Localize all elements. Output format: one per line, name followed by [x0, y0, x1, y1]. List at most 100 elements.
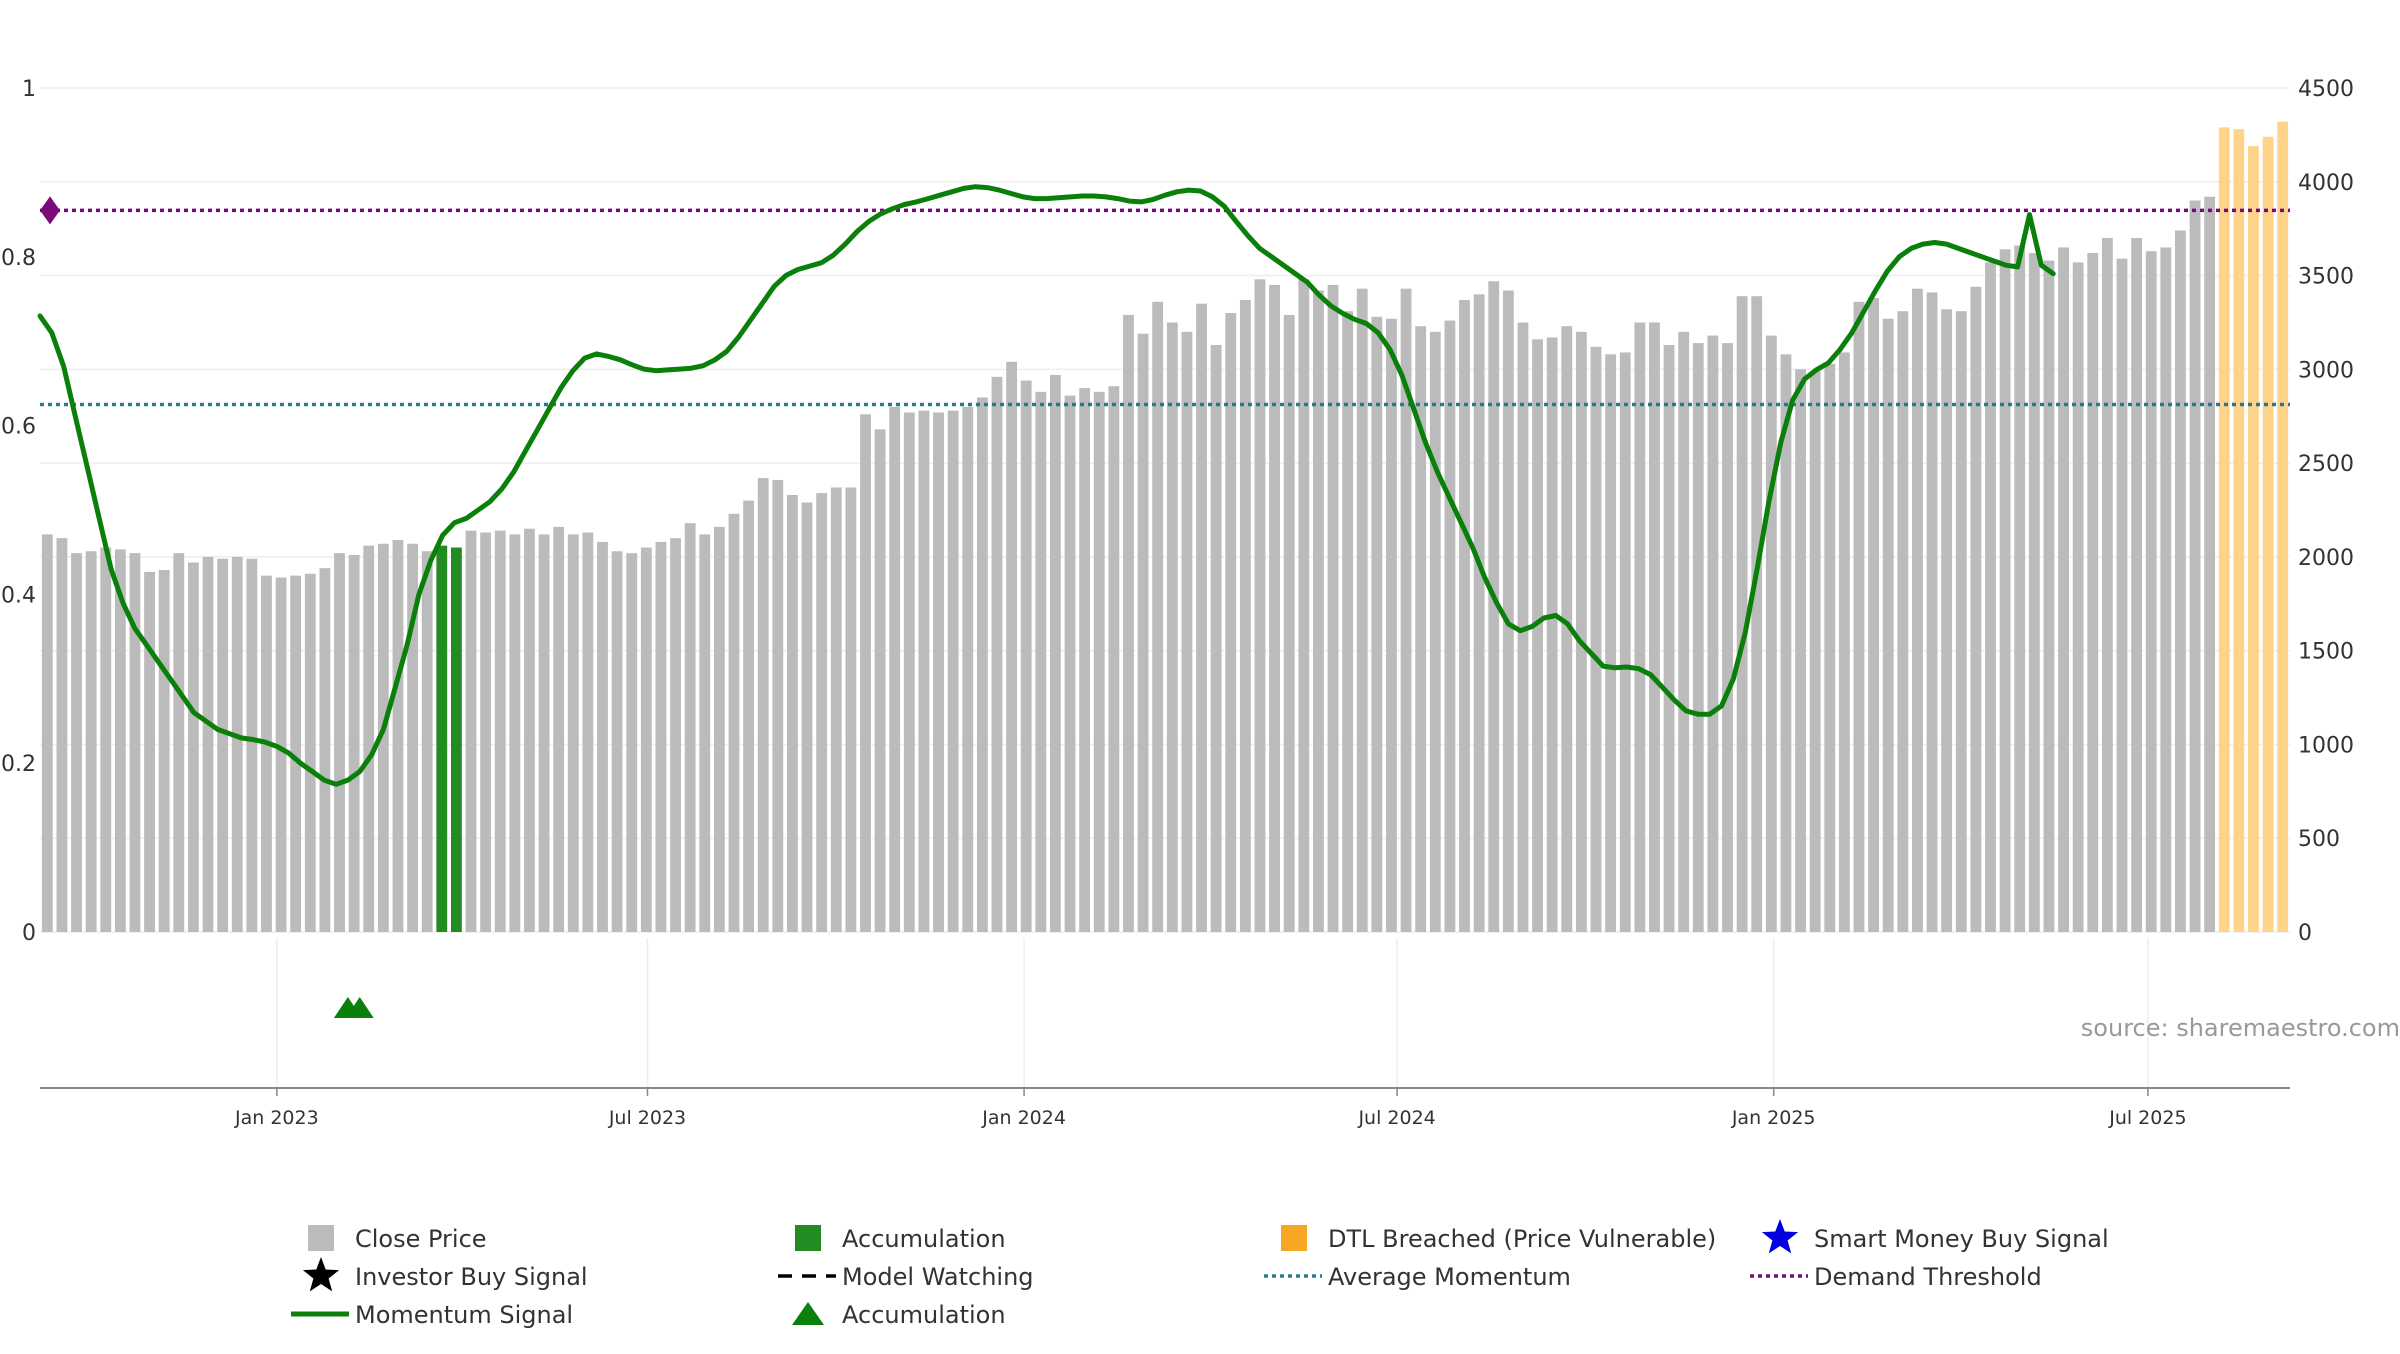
- price-bar: [845, 487, 857, 932]
- price-bar: [1532, 339, 1543, 932]
- price-bar: [71, 553, 82, 932]
- price-bar: [290, 575, 302, 932]
- y-right-tick-label: 3500: [2298, 265, 2354, 290]
- price-bar: [611, 551, 623, 932]
- price-bar: [538, 534, 550, 932]
- x-tick-label: Jul 2024: [1357, 1107, 1435, 1129]
- legend-label: Average Momentum: [1328, 1263, 1571, 1291]
- price-bar: [582, 532, 594, 932]
- price-bar: [1269, 284, 1280, 932]
- dtl-breached-bar: [2277, 121, 2289, 932]
- price-bar: [728, 513, 740, 932]
- x-tick-label: Jan 2023: [234, 1107, 319, 1129]
- price-bar: [158, 570, 170, 932]
- price-bar: [1400, 288, 1412, 932]
- price-bar: [1327, 284, 1339, 932]
- demand-threshold-marker: [40, 196, 60, 225]
- legend-item-momentum_signal: Momentum Signal: [291, 1301, 573, 1329]
- price-bar: [1970, 286, 1982, 932]
- price-bar: [874, 429, 886, 932]
- price-bar: [860, 414, 871, 932]
- price-bar: [2087, 253, 2099, 932]
- price-bar: [173, 553, 185, 932]
- price-bar: [261, 575, 272, 932]
- legend-label: Demand Threshold: [1814, 1263, 2042, 1291]
- price-bar: [1298, 279, 1310, 933]
- price-bar: [1780, 354, 1792, 933]
- price-bar: [816, 493, 828, 932]
- price-bar: [1006, 361, 1017, 932]
- price-bar: [100, 547, 112, 932]
- price-bar: [202, 556, 214, 932]
- price-bar: [1079, 388, 1091, 933]
- x-tick-label: Jul 2023: [608, 1107, 686, 1129]
- y-right-tick-label: 1500: [2298, 640, 2354, 665]
- price-bar: [188, 562, 199, 932]
- price-bar: [231, 556, 243, 932]
- y-left-tick-label: 0.8: [1, 246, 36, 271]
- price-bar: [1035, 391, 1047, 933]
- price-bar: [1619, 352, 1631, 932]
- legend-label: Accumulation: [842, 1301, 1006, 1329]
- price-bar: [801, 502, 813, 932]
- y-left-tick-label: 0.4: [1, 583, 36, 608]
- y-left-tick-label: 0.6: [1, 415, 36, 440]
- price-bar: [567, 534, 579, 932]
- price-bar: [1123, 314, 1134, 932]
- price-bar: [1371, 316, 1383, 933]
- x-tick-label: Jan 2025: [1731, 1107, 1816, 1129]
- price-bar: [2160, 247, 2172, 932]
- reference-lines: [40, 208, 2290, 407]
- price-bar: [1239, 299, 1251, 933]
- price-bar: [1152, 301, 1164, 932]
- price-bar: [1663, 344, 1675, 932]
- legend-item-model_watching: Model Watching: [778, 1263, 1034, 1291]
- dtl-breached-bar: [2218, 127, 2230, 933]
- price-bar: [275, 577, 287, 932]
- price-bar: [1561, 326, 1573, 932]
- price-bar: [903, 412, 915, 933]
- price-bar: [304, 573, 316, 932]
- price-bar: [597, 541, 608, 932]
- legend-item-accumulation_bar: Accumulation: [795, 1225, 1006, 1253]
- price-bar: [1707, 335, 1719, 932]
- price-bar: [1795, 369, 1806, 932]
- price-bar: [757, 478, 769, 932]
- y-right-tick-label: 1000: [2298, 733, 2354, 758]
- momentum-series: [37, 184, 2056, 787]
- accumulation-bar: [436, 545, 448, 932]
- price-bar: [1196, 303, 1207, 932]
- x-tick-label: Jan 2024: [981, 1107, 1066, 1129]
- legend-label: Investor Buy Signal: [355, 1263, 588, 1291]
- price-bar: [2131, 238, 2142, 933]
- price-bar: [991, 376, 1003, 932]
- price-bar: [480, 532, 492, 932]
- x-tick-label: Jul 2025: [2108, 1107, 2186, 1129]
- price-bar: [1605, 354, 1617, 933]
- legend-star-icon: [302, 1257, 340, 1292]
- accumulation-marker: [345, 997, 374, 1018]
- legend-item-average_momentum: Average Momentum: [1264, 1263, 1571, 1291]
- price-bar: [2014, 245, 2026, 933]
- legend-item-dtl_breached: DTL Breached (Price Vulnerable): [1281, 1225, 1716, 1253]
- price-bar: [1838, 352, 1850, 932]
- source-label: source: sharemaestro.com: [2081, 1014, 2400, 1042]
- legend-square-icon: [308, 1225, 334, 1251]
- price-bar: [1459, 299, 1470, 933]
- price-bar: [1941, 309, 1953, 932]
- price-bar: [699, 534, 711, 932]
- y-left-tick-label: 1: [22, 77, 36, 102]
- price-bar: [1999, 249, 2011, 932]
- y-right-tick-label: 4000: [2298, 171, 2354, 196]
- price-bar: [1473, 294, 1485, 932]
- legend-item-accumulation_marker: Accumulation: [792, 1301, 1006, 1329]
- price-bar: [830, 487, 842, 932]
- grid-lines: [40, 87, 2290, 1088]
- price-bar: [713, 526, 725, 932]
- price-bar: [1649, 322, 1660, 932]
- price-bar: [1824, 363, 1836, 932]
- price-bar: [363, 545, 375, 932]
- price-bar: [334, 553, 345, 932]
- price-bar: [114, 549, 126, 932]
- price-bar: [2204, 196, 2216, 932]
